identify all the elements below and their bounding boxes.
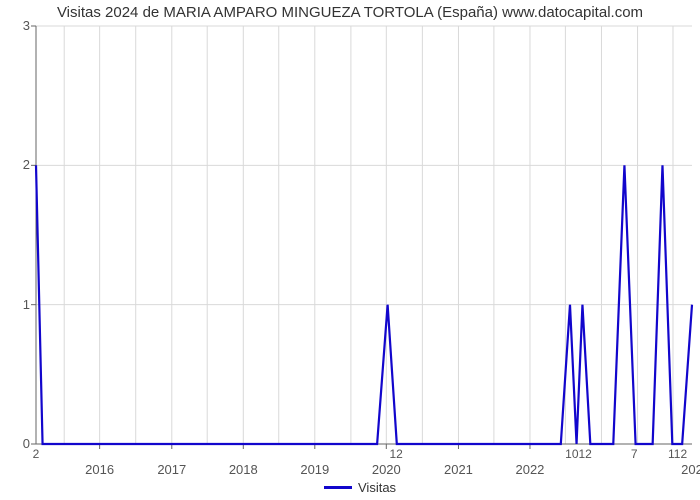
chart-svg bbox=[0, 0, 700, 500]
legend-label: Visitas bbox=[358, 480, 396, 495]
x-tick-label: 2018 bbox=[229, 462, 258, 477]
secondary-label: 12 bbox=[389, 447, 402, 461]
y-tick-label: 0 bbox=[6, 436, 30, 451]
secondary-label: 2 bbox=[33, 447, 40, 461]
secondary-label: 112 bbox=[668, 447, 687, 461]
y-tick-label: 1 bbox=[6, 297, 30, 312]
y-tick-label: 3 bbox=[6, 18, 30, 33]
x-tick-label: 202 bbox=[681, 462, 700, 477]
x-tick-label: 2020 bbox=[372, 462, 401, 477]
y-tick-label: 2 bbox=[6, 157, 30, 172]
x-tick-label: 2016 bbox=[85, 462, 114, 477]
secondary-label: 1012 bbox=[565, 447, 592, 461]
chart-container: Visitas 2024 de MARIA AMPARO MINGUEZA TO… bbox=[0, 0, 700, 500]
secondary-label: 7 bbox=[631, 447, 638, 461]
legend-swatch bbox=[324, 486, 352, 489]
x-tick-label: 2021 bbox=[444, 462, 473, 477]
x-tick-label: 2022 bbox=[515, 462, 544, 477]
x-tick-label: 2019 bbox=[300, 462, 329, 477]
legend: Visitas bbox=[324, 480, 396, 495]
x-tick-label: 2017 bbox=[157, 462, 186, 477]
